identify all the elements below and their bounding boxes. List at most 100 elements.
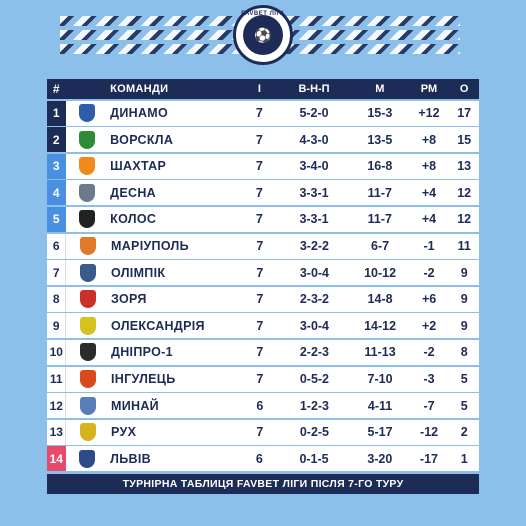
crest-cell xyxy=(66,101,109,126)
standings-table: # КОМАНДИ І В-Н-П М РМ О 1 ДИНАМО 7 5-2-0 15… xyxy=(47,79,479,472)
rank-cell: 2 xyxy=(47,127,66,153)
team-name: ЗОРЯ xyxy=(111,292,147,307)
games-played: 6 xyxy=(256,398,264,413)
team-name: ДИНАМО xyxy=(110,106,169,121)
points: 13 xyxy=(457,159,472,174)
games-played: 7 xyxy=(255,106,263,121)
crest-cell xyxy=(66,420,109,445)
rank-cell: 5 xyxy=(47,206,66,232)
games-played: 7 xyxy=(256,292,264,307)
logo-text: FAVBET ЛІГА xyxy=(241,11,285,17)
table-header: # КОМАНДИ І В-Н-П М РМ О xyxy=(47,79,479,99)
points: 17 xyxy=(457,106,472,121)
crest-cell xyxy=(66,367,109,392)
goals: 5-17 xyxy=(367,425,393,440)
table-row: 1 ДИНАМО 7 5-2-0 15-3 +12 17 xyxy=(47,100,479,126)
goals: 14-8 xyxy=(367,292,393,307)
table-row: 4 ДЕСНА 7 3-3-1 11-7 +4 12 xyxy=(47,180,479,206)
win-draw-loss: 0-1-5 xyxy=(299,451,329,466)
points: 9 xyxy=(460,318,468,333)
crest-cell xyxy=(66,180,109,205)
rank-cell: 13 xyxy=(47,419,67,445)
games-played: 7 xyxy=(255,132,263,147)
goal-difference: -17 xyxy=(419,451,438,466)
points: 9 xyxy=(460,265,468,280)
team-name: ДНІПРО-1 xyxy=(111,345,173,360)
goals: 11-7 xyxy=(367,212,392,227)
table-row: 14 ЛЬВІВ 6 0-1-5 3-20 -17 1 xyxy=(47,446,479,472)
goal-difference: -2 xyxy=(423,345,435,360)
goal-difference: +12 xyxy=(418,106,440,121)
table-row: 13 РУХ 7 0-2-5 5-17 -12 2 xyxy=(47,419,479,445)
points: 9 xyxy=(460,292,468,307)
win-draw-loss: 3-3-1 xyxy=(299,185,329,200)
points: 5 xyxy=(460,398,468,413)
goals: 13-5 xyxy=(367,132,393,147)
table-caption: ТУРНІРНА ТАБЛИЦЯ FAVBET ЛІГИ ПІСЛЯ 7-ГО … xyxy=(47,474,479,494)
win-draw-loss: 3-4-0 xyxy=(299,159,329,174)
team-name: ВОРСКЛА xyxy=(110,132,174,147)
crest-cell xyxy=(66,393,109,418)
goals: 6-7 xyxy=(371,239,390,254)
goal-difference: +4 xyxy=(421,185,437,200)
goals: 3-20 xyxy=(367,451,393,466)
games-played: 7 xyxy=(256,425,264,440)
header-rank: # xyxy=(52,82,60,96)
team-name: ЛЬВІВ xyxy=(110,451,151,466)
win-draw-loss: 2-2-3 xyxy=(299,345,330,360)
rank-cell: 9 xyxy=(47,313,67,339)
points: 5 xyxy=(460,372,468,387)
crest-cell xyxy=(66,127,109,152)
games-played: 7 xyxy=(256,239,264,254)
header-games: І xyxy=(257,83,261,95)
goal-difference: -2 xyxy=(423,265,435,280)
team-name: ІНГУЛЕЦЬ xyxy=(111,372,176,387)
win-draw-loss: 5-2-0 xyxy=(299,106,329,121)
rank-cell: 7 xyxy=(47,260,67,286)
team-crest-icon xyxy=(78,210,95,229)
rank-cell: 6 xyxy=(47,233,67,259)
team-crest-icon xyxy=(79,316,96,335)
team-crest-icon xyxy=(79,237,96,256)
points: 11 xyxy=(457,239,471,254)
table-row: 7 ОЛІМПІК 7 3-0-4 10-12 -2 9 xyxy=(47,260,479,286)
rank-cell: 8 xyxy=(47,286,67,312)
win-draw-loss: 4-3-0 xyxy=(299,132,329,147)
team-name: ШАХТАР xyxy=(110,159,167,174)
header-goals: М xyxy=(375,83,385,95)
crest-cell xyxy=(66,234,109,259)
ball-icon: ⚽ xyxy=(243,15,283,55)
games-played: 7 xyxy=(256,265,264,280)
crest-cell xyxy=(66,313,109,338)
team-name: ОЛІМПІК xyxy=(111,265,166,280)
goal-difference: -3 xyxy=(423,372,435,387)
team-name: МАРІУПОЛЬ xyxy=(111,239,189,254)
team-crest-icon xyxy=(79,370,96,389)
table-row: 8 ЗОРЯ 7 2-3-2 14-8 +6 9 xyxy=(47,286,479,312)
goal-difference: +8 xyxy=(421,159,437,174)
goal-difference: -12 xyxy=(420,425,439,440)
team-name: МИНАЙ xyxy=(111,398,159,413)
points: 8 xyxy=(460,345,468,360)
table-row: 3 ШАХТАР 7 3-4-0 16-8 +8 13 xyxy=(47,153,479,179)
rank-cell: 4 xyxy=(47,180,66,206)
goals: 4-11 xyxy=(367,398,393,413)
rank-cell: 3 xyxy=(47,153,66,179)
goals: 15-3 xyxy=(367,106,393,121)
points: 1 xyxy=(460,451,468,466)
team-crest-icon xyxy=(79,343,96,362)
rank-cell: 14 xyxy=(47,446,66,472)
goals: 10-12 xyxy=(364,265,397,280)
games-played: 7 xyxy=(255,159,263,174)
header-points: О xyxy=(459,83,469,95)
crest-cell xyxy=(66,260,109,285)
rank-cell: 12 xyxy=(47,393,67,419)
team-crest-icon xyxy=(79,263,96,282)
crest-cell xyxy=(66,340,109,365)
games-played: 7 xyxy=(256,372,264,387)
rank-cell: 10 xyxy=(47,339,67,365)
goals: 16-8 xyxy=(367,159,393,174)
rank-cell: 1 xyxy=(47,100,66,126)
rank-cell: 11 xyxy=(47,366,67,392)
goal-difference: +6 xyxy=(421,292,437,307)
